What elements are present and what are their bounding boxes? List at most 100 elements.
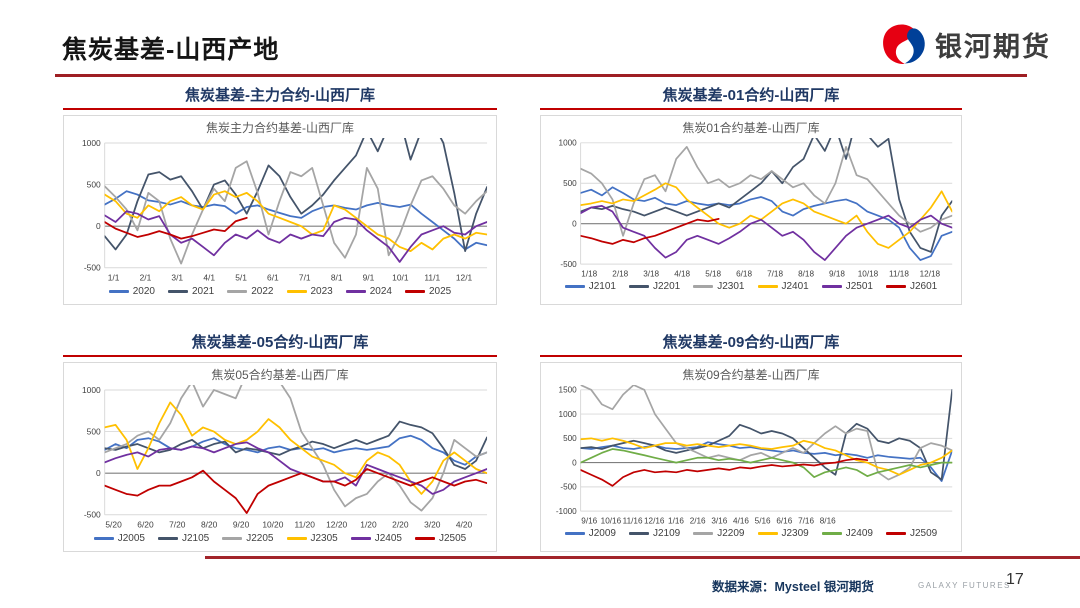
svg-text:4/20: 4/20: [456, 520, 473, 530]
svg-text:12/1: 12/1: [456, 273, 473, 283]
legend-label: J2205: [246, 532, 274, 544]
page-number: 17: [1006, 571, 1024, 588]
chart-inner-title: 焦炭主力合约基差-山西厂库: [206, 121, 354, 135]
svg-text:10/20: 10/20: [262, 520, 283, 530]
svg-text:2/20: 2/20: [392, 520, 409, 530]
svg-text:6/16: 6/16: [776, 517, 792, 526]
legend-label: 2022: [251, 285, 274, 297]
svg-text:5/18: 5/18: [705, 270, 721, 279]
svg-text:1/18: 1/18: [581, 270, 597, 279]
svg-text:3/16: 3/16: [711, 517, 727, 526]
legend-line-swatch: [227, 289, 248, 293]
legend-line-swatch: [564, 285, 585, 289]
legend-item-J2205: J2205: [222, 532, 274, 544]
legend-item-J2101: J2101: [564, 281, 616, 292]
legend-item-J2009: J2009: [564, 528, 616, 539]
legend-line-swatch: [886, 285, 906, 289]
legend-line-swatch: [222, 536, 243, 540]
legend-label: 2020: [132, 285, 155, 297]
legend-line-swatch: [415, 536, 435, 540]
svg-text:12/16: 12/16: [644, 517, 665, 526]
svg-text:-1000: -1000: [556, 507, 577, 516]
legend-item-J2309: J2309: [757, 528, 809, 539]
svg-text:12/20: 12/20: [326, 520, 347, 530]
legend-line-swatch: [629, 285, 649, 289]
svg-text:1000: 1000: [82, 138, 101, 148]
svg-text:500: 500: [87, 180, 101, 190]
legend-label: J2005: [117, 532, 145, 544]
legend-line-swatch: [886, 532, 906, 536]
chart-box: 焦炭01合约基差-山西厂库 1000 500 0 -500 1/18 2/18 3/18 4/…: [540, 115, 962, 305]
chart-legend: J2101 J2201 J2301 J2401 J2501 J2601: [544, 281, 958, 292]
chart-box: 焦炭09合约基差-山西厂库 1500 1000 500 0 -500 -1000 9/16 1…: [540, 362, 962, 552]
svg-text:7/1: 7/1: [299, 273, 311, 283]
svg-text:4/16: 4/16: [733, 517, 749, 526]
title-underline: [55, 74, 1027, 77]
legend-label: J2109: [653, 528, 681, 540]
panel-title: 焦炭基差-主力合约-山西厂库: [63, 88, 497, 110]
legend-line-swatch: [286, 289, 307, 293]
legend-item-2021: 2021: [168, 286, 214, 297]
svg-text:5/20: 5/20: [105, 520, 122, 530]
legend-label: J2509: [910, 528, 938, 540]
panel-title: 焦炭基差-09合约-山西厂库: [540, 335, 962, 357]
chart-box: 焦炭主力合约基差-山西厂库 1000 500 0 -500 1/1 2/1 3/1 4/1 5/…: [63, 115, 497, 305]
legend-line-swatch: [629, 532, 649, 536]
svg-text:6/20: 6/20: [137, 520, 154, 530]
svg-text:500: 500: [563, 179, 577, 188]
legend-item-2023: 2023: [286, 285, 333, 297]
legend-line-swatch: [693, 285, 714, 289]
legend-label: 2025: [429, 285, 452, 297]
svg-text:0: 0: [96, 221, 101, 231]
legend-label: J2505: [439, 532, 467, 544]
svg-text:2/18: 2/18: [612, 270, 628, 279]
chart-panel-05-contract: 焦炭基差-05合约-山西厂库 焦炭05合约基差-山西厂库 1000 500 0 -50…: [63, 335, 497, 552]
legend-line-swatch: [168, 289, 188, 293]
legend-line-swatch: [345, 289, 366, 293]
svg-text:6/18: 6/18: [736, 270, 752, 279]
svg-text:1000: 1000: [559, 410, 578, 419]
legend-label: J2501: [845, 281, 873, 293]
legend-item-J2501: J2501: [821, 281, 873, 293]
chart-legend: J2009 J2109 J2209 J2309 J2409 J2509: [544, 528, 958, 539]
line-chart-05-contract: 1000 500 0 -500 5/20 6/20 7/20 8/20 9/20 10/20 11/…: [82, 385, 488, 530]
page-title: 焦炭基差-山西产地: [62, 36, 280, 64]
legend-item-J2509: J2509: [886, 528, 937, 539]
legend-label: J2601: [910, 281, 938, 293]
chart-legend: J2005 J2105 J2205 J2305 J2405 J2505: [67, 533, 493, 544]
chart-inner-title: 焦炭05合约基差-山西厂库: [211, 368, 349, 382]
legend-line-swatch: [821, 532, 842, 536]
legend-item-J2201: J2201: [629, 281, 680, 292]
svg-text:1/16: 1/16: [668, 517, 684, 526]
legend-line-swatch: [93, 536, 114, 540]
svg-text:3/18: 3/18: [643, 270, 659, 279]
svg-text:3/1: 3/1: [171, 273, 183, 283]
legend-label: 2021: [192, 285, 215, 297]
svg-text:7/16: 7/16: [798, 517, 814, 526]
legend-label: J2301: [717, 281, 745, 293]
legend-item-J2505: J2505: [415, 533, 466, 544]
legend-label: J2405: [374, 532, 402, 544]
svg-text:7/18: 7/18: [767, 270, 783, 279]
legend-label: 2023: [310, 285, 333, 297]
line-chart-09-contract: 1500 1000 500 0 -500 -1000 9/16 10/16 11/16 12/16…: [556, 385, 953, 526]
legend-item-J2601: J2601: [886, 281, 937, 292]
chart-box: 焦炭05合约基差-山西厂库 1000 500 0 -500 5/20 6/20 7/20 8/…: [63, 362, 497, 552]
svg-text:1/20: 1/20: [360, 520, 377, 530]
legend-item-J2105: J2105: [158, 533, 209, 544]
svg-text:9/1: 9/1: [363, 273, 375, 283]
line-chart-main-contract: 1000 500 0 -500 1/1 2/1 3/1 4/1 5/1 6/1 7/1 8/1 9/1 1…: [82, 138, 488, 283]
legend-item-J2109: J2109: [629, 528, 680, 539]
svg-text:10/1: 10/1: [392, 273, 409, 283]
svg-text:2/16: 2/16: [690, 517, 706, 526]
panel-title: 焦炭基差-05合约-山西厂库: [63, 335, 497, 357]
legend-line-swatch: [405, 289, 425, 293]
legend-line-swatch: [693, 532, 714, 536]
svg-text:500: 500: [87, 427, 101, 437]
footer-rule: [205, 556, 1080, 559]
data-source-text: 数据来源：Mysteel 银河期货: [712, 580, 874, 594]
legend-item-J2301: J2301: [693, 281, 745, 293]
company-name: 银河期货: [935, 31, 1051, 62]
legend-label: J2401: [781, 281, 809, 293]
svg-text:500: 500: [563, 434, 577, 443]
